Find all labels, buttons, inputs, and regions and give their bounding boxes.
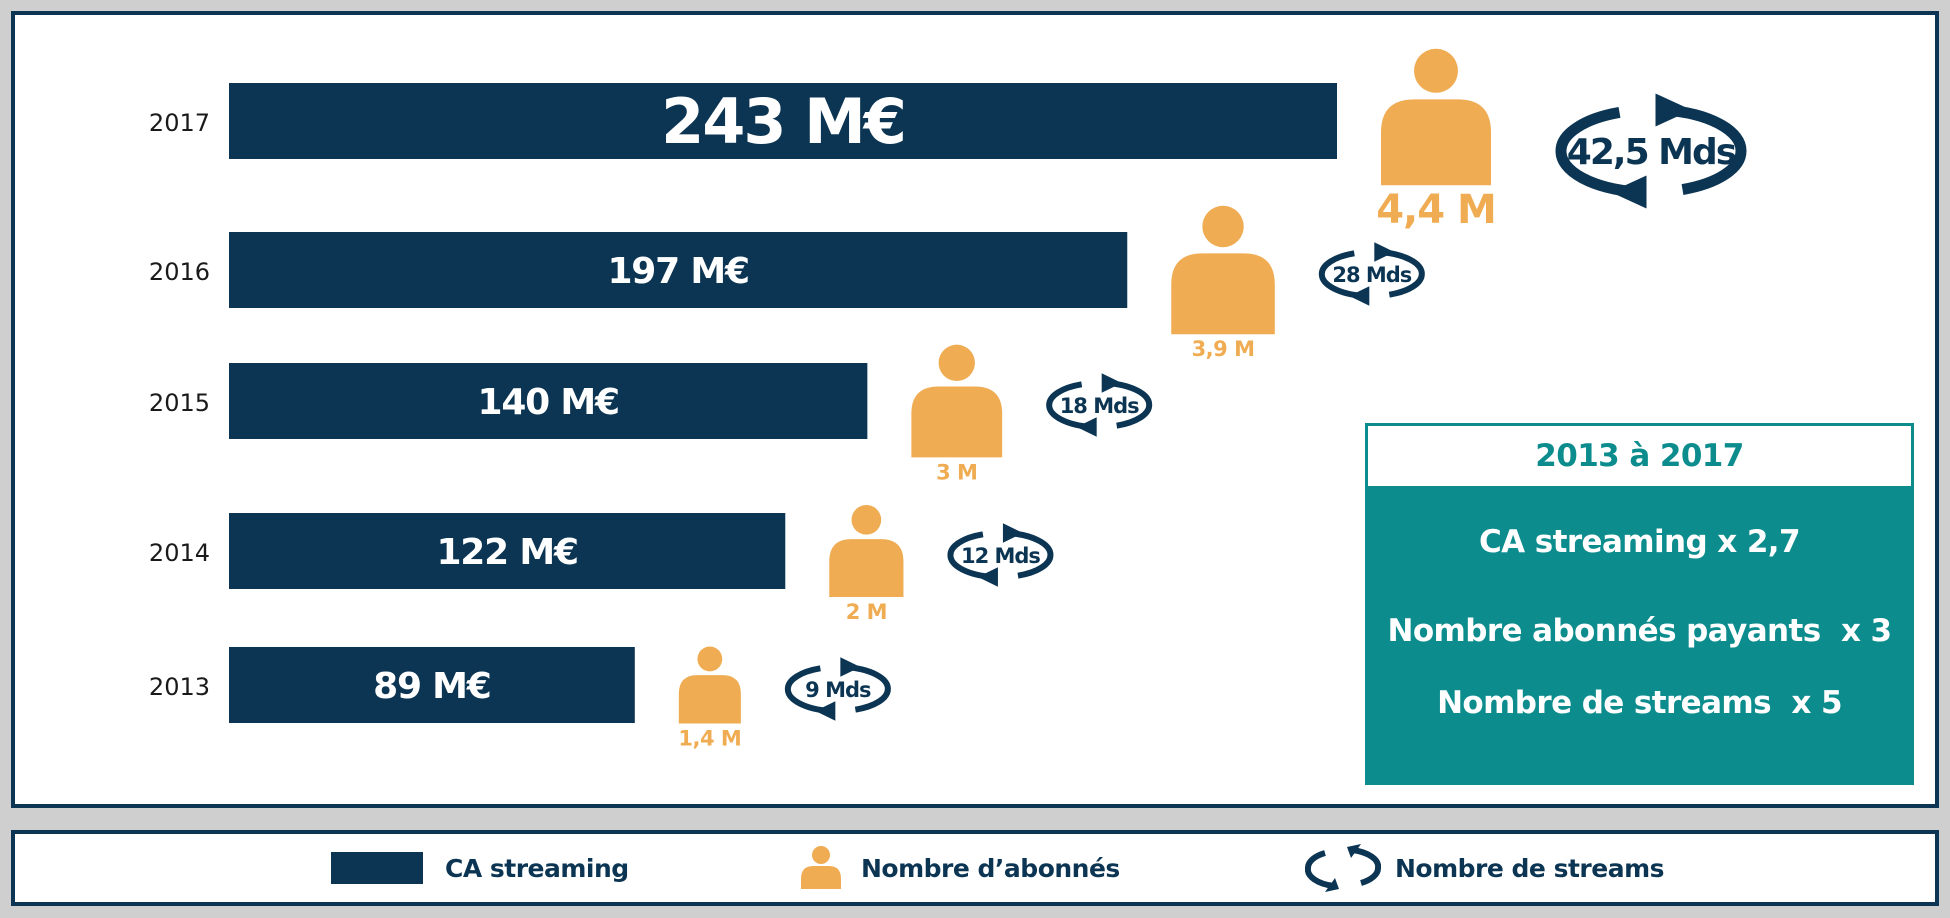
- year-label: 2017: [149, 109, 210, 137]
- person-icon: [1171, 205, 1275, 335]
- person-icon: [1381, 48, 1491, 186]
- summary-line-subscribers: Nombre abonnés payants x 3: [1387, 613, 1892, 649]
- subscriber-label: 2 M: [846, 600, 887, 624]
- subscriber-label: 1,4 M: [678, 726, 741, 750]
- legend-label-subscribers: Nombre d’abonnés: [861, 853, 1120, 883]
- summary-title: 2013 à 2017: [1535, 438, 1744, 474]
- summary-box: 2013 à 2017 CA streaming x 2,7 Nombre ab…: [1365, 423, 1914, 785]
- person-icon: [678, 646, 741, 724]
- revenue-label: 89 M€: [373, 666, 491, 707]
- legend: CA streaming Nombre d’abonnés Nombre de …: [11, 830, 1939, 906]
- summary-line-revenue: CA streaming x 2,7: [1479, 524, 1801, 560]
- summary-line-streams: Nombre de streams x 5: [1437, 685, 1842, 721]
- person-icon: [911, 344, 1003, 458]
- revenue-bar: [229, 83, 1337, 159]
- subscriber-label: 4,4 M: [1376, 187, 1496, 233]
- year-label: 2013: [149, 673, 210, 701]
- subscriber-label: 3,9 M: [1192, 337, 1255, 361]
- streams-label: 9 Mds: [805, 678, 871, 702]
- cycle-arrows-icon: [1046, 373, 1153, 437]
- person-icon: [829, 505, 904, 597]
- revenue-label: 243 M€: [661, 85, 905, 158]
- legend-label-revenue: CA streaming: [445, 853, 629, 883]
- year-label: 2014: [149, 539, 210, 567]
- cycle-arrows-icon: [1318, 242, 1425, 306]
- revenue-bar: [229, 363, 868, 439]
- bar-swatch-icon: [331, 852, 423, 884]
- cycle-arrows-icon: [784, 657, 891, 721]
- cycle-arrows-icon: [947, 523, 1054, 587]
- cycle-arrows-icon: [1305, 844, 1381, 892]
- revenue-bar: [229, 232, 1128, 308]
- legend-item-revenue: CA streaming: [331, 836, 629, 900]
- year-label: 2016: [149, 258, 210, 286]
- streams-label: 18 Mds: [1060, 394, 1139, 418]
- cycle-arrows-icon: [1555, 93, 1747, 209]
- streams-label: 42,5 Mds: [1567, 132, 1736, 173]
- revenue-label: 140 M€: [477, 382, 618, 423]
- legend-item-subscribers: Nombre d’abonnés: [799, 836, 1120, 900]
- legend-item-streams: Nombre de streams: [1305, 836, 1665, 900]
- legend-label-streams: Nombre de streams: [1395, 853, 1665, 883]
- streams-label: 12 Mds: [961, 544, 1040, 568]
- year-label: 2015: [149, 389, 210, 417]
- chart-svg: 2017 243 M€ 4,4 M 42,5 Mds 2016 197 M€ 3,9 M 28…: [149, 48, 1747, 750]
- revenue-bar: [229, 647, 635, 723]
- revenue-label: 197 M€: [607, 251, 748, 292]
- person-icon: [801, 846, 841, 889]
- revenue-bar: [229, 513, 786, 589]
- revenue-label: 122 M€: [436, 532, 577, 573]
- summary-header: 2013 à 2017: [1368, 426, 1911, 486]
- subscriber-label: 3 M: [936, 460, 977, 484]
- chart-panel: 2017 243 M€ 4,4 M 42,5 Mds 2016 197 M€ 3,9 M 28…: [11, 11, 1939, 808]
- streams-label: 28 Mds: [1332, 263, 1411, 287]
